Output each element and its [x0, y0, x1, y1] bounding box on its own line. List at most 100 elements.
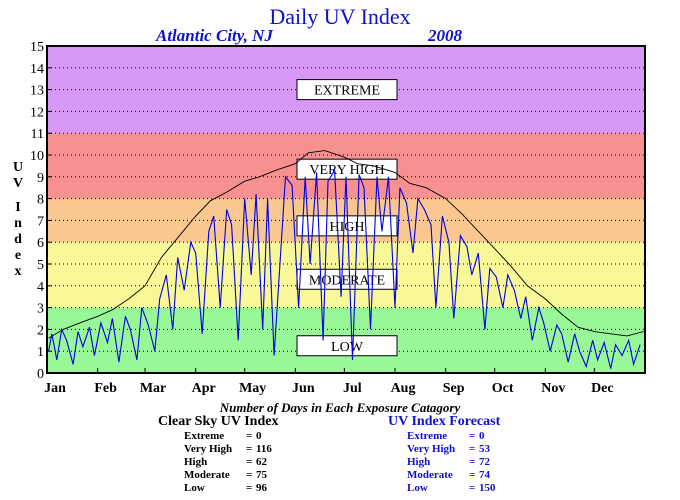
band-label-text: MODERATE [309, 273, 385, 288]
forecast-row-equals: = [469, 430, 476, 442]
y-tick-label: 6 [37, 236, 44, 251]
forecast-row-equals: = [469, 456, 476, 468]
y-tick-label: 14 [30, 62, 44, 77]
clear-sky-row-label: Low [184, 482, 205, 494]
clear-sky-row: High = 62 [184, 456, 298, 469]
forecast-row-value: 53 [479, 443, 490, 455]
forecast-series-line [48, 168, 641, 369]
x-tick-label: Apr [192, 381, 216, 396]
forecast-heading: UV Index Forecast [388, 414, 501, 429]
y-axis-label-letter: e [14, 248, 22, 263]
y-axis-label-letter: n [14, 216, 22, 231]
forecast-row-label: High [407, 456, 431, 468]
clear-sky-row-value: 116 [256, 443, 272, 455]
y-axis-label-letter: I [15, 200, 21, 215]
forecast-row-equals: = [469, 482, 476, 494]
year-label: 2008 [428, 26, 462, 45]
forecast-row-value: 74 [479, 469, 490, 481]
forecast-table: UV Index Forecast Extreme = 0 Very High = 53 H… [388, 414, 528, 495]
y-tick-label: 3 [37, 302, 44, 317]
clear-sky-row-label: Very High [184, 443, 233, 455]
clear-sky-series-line [48, 150, 644, 339]
x-tick-label: Sep [443, 381, 465, 396]
clear-sky-row-value: 75 [256, 469, 267, 481]
y-tick-label: 8 [37, 193, 44, 208]
y-tick-label: 4 [37, 280, 44, 295]
band-label-text: VERY HIGH [309, 163, 384, 178]
y-tick-label: 2 [37, 323, 44, 338]
forecast-row-value: 150 [479, 482, 496, 494]
y-tick-label: 7 [37, 214, 44, 229]
clear-sky-row-equals: = [246, 430, 253, 442]
x-tick-label: Mar [140, 381, 166, 396]
forecast-row: High = 72 [407, 456, 528, 469]
x-tick-label: Dec [591, 381, 614, 396]
clear-sky-row-equals: = [246, 469, 253, 481]
clear-sky-row-equals: = [246, 443, 253, 455]
clear-sky-row: Extreme = 0 [184, 430, 298, 443]
clear-sky-table: Clear Sky UV Index Extreme = 0 Very High = 11… [158, 414, 298, 495]
forecast-row: Low = 150 [407, 482, 528, 495]
y-axis-label-letter: U [12, 160, 24, 175]
x-tick-label: Oct [492, 381, 514, 396]
band-labels: LOW MODERATE HIGH VERY HIGH EXTREME [296, 79, 398, 357]
band-label-box [296, 335, 398, 357]
forecast-row-label: Moderate [407, 469, 453, 481]
y-tick-label: 1 [37, 345, 44, 360]
axes [46, 45, 646, 374]
clear-sky-row-value: 0 [256, 430, 262, 442]
x-tick-label: Jan [44, 381, 66, 396]
forecast-row-label: Very High [407, 443, 456, 455]
forecast-row: Extreme = 0 [407, 430, 528, 443]
y-tick-label: 5 [37, 258, 44, 273]
x-tick-label: Aug [391, 381, 416, 396]
chart-title: Daily UV Index [269, 4, 411, 29]
x-tick-label: Feb [94, 381, 117, 396]
y-axis-label-letter: d [14, 232, 22, 247]
clear-sky-heading: Clear Sky UV Index [158, 414, 279, 429]
y-tick-label: 10 [30, 149, 44, 164]
forecast-row-equals: = [469, 469, 476, 481]
plot-frame [46, 45, 646, 374]
location-label: Atlantic City, NJ [156, 26, 273, 45]
band-label-box [296, 79, 398, 101]
forecast-row-value: 0 [479, 430, 485, 442]
x-tick-label: Nov [541, 381, 565, 396]
y-tick-label: 9 [37, 171, 44, 186]
band-label-text: EXTREME [314, 84, 380, 99]
clear-sky-row: Low = 96 [184, 482, 298, 495]
y-tick-label: 12 [30, 105, 44, 120]
forecast-row-label: Extreme [407, 430, 448, 442]
clear-sky-row-equals: = [246, 482, 253, 494]
clear-sky-row-label: Extreme [184, 430, 225, 442]
band-label-text: HIGH [330, 220, 365, 235]
clear-sky-row-value: 96 [256, 482, 267, 494]
forecast-row-label: Low [407, 482, 428, 494]
y-tick-label: 15 [30, 40, 44, 55]
clear-sky-row: Moderate = 75 [184, 469, 298, 482]
clear-sky-row: Very High = 116 [184, 443, 298, 456]
days-table-title: Number of Days in Each Exposure Catagory [219, 400, 461, 415]
band-label-text: LOW [331, 340, 364, 355]
y-tick-label: 11 [31, 127, 44, 142]
clear-sky-row-label: High [184, 456, 208, 468]
forecast-row: Moderate = 74 [407, 469, 528, 482]
x-tick-label: Jul [343, 381, 362, 396]
x-tick-label: Jun [292, 381, 315, 396]
x-tick-label: May [239, 381, 266, 396]
y-axis-label-letter: V [12, 176, 24, 191]
forecast-row-value: 72 [479, 456, 490, 468]
clear-sky-row-label: Moderate [184, 469, 230, 481]
series-lines [48, 150, 644, 369]
forecast-row: Very High = 53 [407, 443, 528, 456]
forecast-row-equals: = [469, 443, 476, 455]
y-tick-label: 0 [37, 367, 44, 382]
y-tick-label: 13 [30, 84, 44, 99]
y-axis-label-letter: x [14, 264, 22, 279]
clear-sky-row-value: 62 [256, 456, 267, 468]
clear-sky-row-equals: = [246, 456, 253, 468]
band-label-box [296, 158, 398, 180]
